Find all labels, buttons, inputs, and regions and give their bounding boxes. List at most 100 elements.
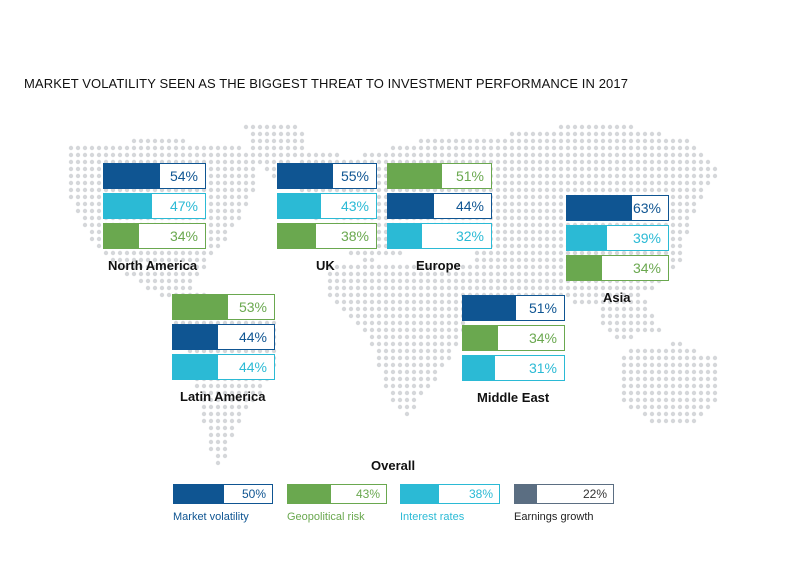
map-dot	[481, 264, 487, 270]
map-dot	[509, 278, 515, 284]
map-dot	[628, 166, 634, 172]
map-dot	[411, 390, 417, 396]
map-dot	[250, 131, 256, 137]
map-dot	[656, 145, 662, 151]
map-dot	[523, 257, 529, 263]
map-dot	[635, 166, 641, 172]
map-dot	[404, 285, 410, 291]
map-dot	[607, 159, 613, 165]
map-dot	[397, 397, 403, 403]
map-dot	[495, 208, 501, 214]
map-dot	[565, 138, 571, 144]
map-dot	[712, 376, 718, 382]
overall-bar-earnings-growth: 22%	[514, 484, 614, 504]
map-dot	[460, 152, 466, 158]
map-dot	[691, 173, 697, 179]
map-dot	[376, 215, 382, 221]
map-dot	[607, 138, 613, 144]
map-dot	[516, 264, 522, 270]
map-dot	[257, 390, 263, 396]
map-dot	[425, 348, 431, 354]
map-dot	[621, 173, 627, 179]
map-dot	[96, 152, 102, 158]
map-dot	[418, 278, 424, 284]
map-dot	[558, 166, 564, 172]
map-dot	[215, 159, 221, 165]
map-dot	[670, 243, 676, 249]
map-dot	[397, 362, 403, 368]
map-dot	[404, 383, 410, 389]
map-dot	[656, 159, 662, 165]
map-dot	[383, 152, 389, 158]
map-dot	[488, 145, 494, 151]
map-dot	[621, 383, 627, 389]
map-dot	[117, 257, 123, 263]
map-dot	[600, 292, 606, 298]
map-dot	[446, 271, 452, 277]
map-dot	[656, 187, 662, 193]
map-dot	[229, 383, 235, 389]
map-dot	[355, 250, 361, 256]
map-dot	[236, 152, 242, 158]
data-label: 50%	[241, 487, 266, 501]
map-dot	[579, 152, 585, 158]
map-dot	[229, 222, 235, 228]
map-dot	[698, 376, 704, 382]
map-dot	[453, 306, 459, 312]
map-dot	[243, 390, 249, 396]
overall-bar-interest-rates: 38%	[400, 484, 500, 504]
map-dot	[572, 299, 578, 305]
map-dot	[222, 236, 228, 242]
map-dot	[404, 313, 410, 319]
map-dot	[404, 306, 410, 312]
map-dot	[215, 404, 221, 410]
bar-fill	[388, 224, 422, 248]
map-dot	[530, 201, 536, 207]
map-dot	[208, 180, 214, 186]
map-dot	[418, 138, 424, 144]
map-dot	[495, 173, 501, 179]
map-dot	[68, 159, 74, 165]
map-dot	[656, 404, 662, 410]
map-dot	[621, 369, 627, 375]
bar-fill	[173, 325, 219, 349]
map-dot	[229, 201, 235, 207]
map-dot	[460, 264, 466, 270]
map-dot	[600, 250, 606, 256]
map-dot	[607, 180, 613, 186]
map-dot	[530, 285, 536, 291]
map-dot	[383, 383, 389, 389]
map-dot	[390, 341, 396, 347]
map-dot	[89, 180, 95, 186]
map-dot	[691, 369, 697, 375]
map-dot	[292, 138, 298, 144]
map-dot	[642, 404, 648, 410]
map-dot	[600, 166, 606, 172]
map-dot	[124, 152, 130, 158]
overall-title: Overall	[371, 458, 416, 473]
map-dot	[411, 278, 417, 284]
map-dot	[432, 376, 438, 382]
map-dot	[698, 404, 704, 410]
map-dot	[677, 369, 683, 375]
map-dot	[369, 152, 375, 158]
map-dot	[376, 250, 382, 256]
map-dot	[376, 222, 382, 228]
map-dot	[362, 313, 368, 319]
region-label-europe: Europe	[416, 258, 461, 273]
map-dot	[530, 208, 536, 214]
map-dot	[166, 285, 172, 291]
map-dot	[201, 257, 207, 263]
map-dot	[691, 376, 697, 382]
map-dot	[75, 187, 81, 193]
map-dot	[642, 306, 648, 312]
map-dot	[509, 187, 515, 193]
map-dot	[495, 278, 501, 284]
map-dot	[516, 250, 522, 256]
map-dot	[572, 159, 578, 165]
map-dot	[656, 131, 662, 137]
map-dot	[516, 271, 522, 277]
map-dot	[390, 320, 396, 326]
data-label: 38%	[468, 487, 493, 501]
map-dot	[327, 278, 333, 284]
